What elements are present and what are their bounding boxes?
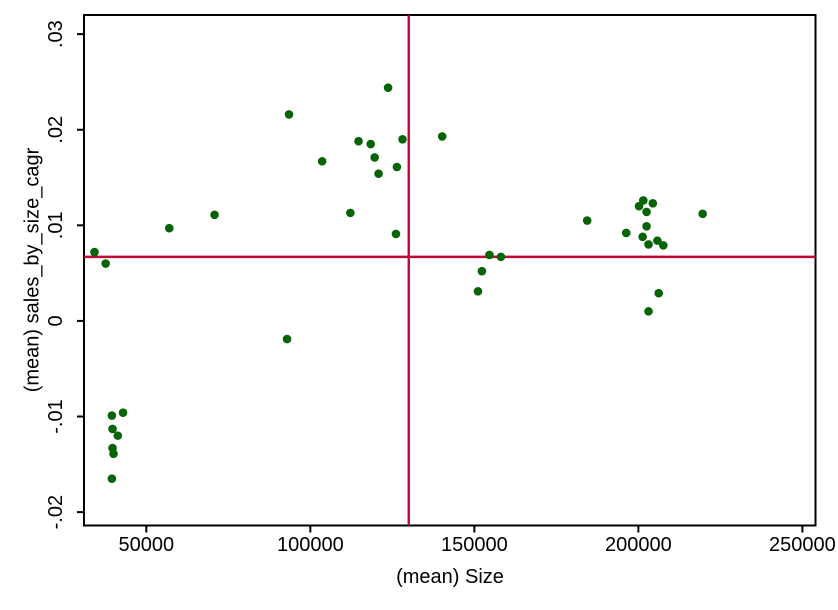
data-point xyxy=(391,229,401,239)
data-point xyxy=(653,236,662,245)
plot-border xyxy=(83,14,817,527)
data-point xyxy=(496,252,506,262)
data-point xyxy=(642,221,651,231)
data-point xyxy=(113,431,123,440)
y-tick-label: -.01 xyxy=(45,399,67,433)
data-point xyxy=(644,240,653,249)
data-point xyxy=(284,110,294,119)
y-tick-label: .03 xyxy=(45,20,67,48)
y-tick-label: .02 xyxy=(45,116,67,144)
data-point xyxy=(437,132,447,141)
data-point xyxy=(638,232,647,242)
x-tick-label: 200000 xyxy=(605,534,672,556)
data-point xyxy=(582,216,592,225)
x-tick-label: 50000 xyxy=(119,534,175,556)
x-tick-label: 100000 xyxy=(277,534,344,556)
data-point xyxy=(658,241,668,250)
data-point xyxy=(164,223,174,233)
data-point xyxy=(642,207,651,217)
y-tick-label: 0 xyxy=(45,315,67,326)
x-axis-title: (mean) Size xyxy=(396,566,504,588)
data-point xyxy=(101,259,110,268)
data-point xyxy=(346,208,355,218)
data-point xyxy=(485,250,494,260)
x-tick-label: 250000 xyxy=(769,534,836,556)
data-point xyxy=(210,210,219,220)
data-point xyxy=(648,199,658,208)
data-point xyxy=(366,139,375,149)
data-point xyxy=(638,196,648,205)
data-point xyxy=(107,411,117,420)
data-point xyxy=(108,424,117,434)
y-tick-label: -.02 xyxy=(45,495,67,529)
y-tick-label: .01 xyxy=(45,211,67,239)
data-point xyxy=(644,307,653,316)
data-point xyxy=(477,266,487,276)
y-axis-title: (mean) sales_by_size_cagr xyxy=(21,147,44,393)
data-point xyxy=(282,334,292,344)
data-point xyxy=(473,286,483,296)
data-point xyxy=(370,153,379,162)
x-tick-label: 150000 xyxy=(441,534,508,556)
data-point xyxy=(398,134,407,144)
data-point xyxy=(698,209,707,219)
data-point xyxy=(374,169,383,178)
data-point xyxy=(654,288,664,298)
data-point xyxy=(317,156,327,166)
data-point xyxy=(392,162,402,172)
data-point xyxy=(354,136,363,146)
data-point xyxy=(109,449,118,459)
data-point xyxy=(90,247,99,257)
data-point xyxy=(621,228,631,238)
data-point xyxy=(118,408,128,417)
data-point xyxy=(383,83,393,92)
data-point xyxy=(107,474,117,483)
